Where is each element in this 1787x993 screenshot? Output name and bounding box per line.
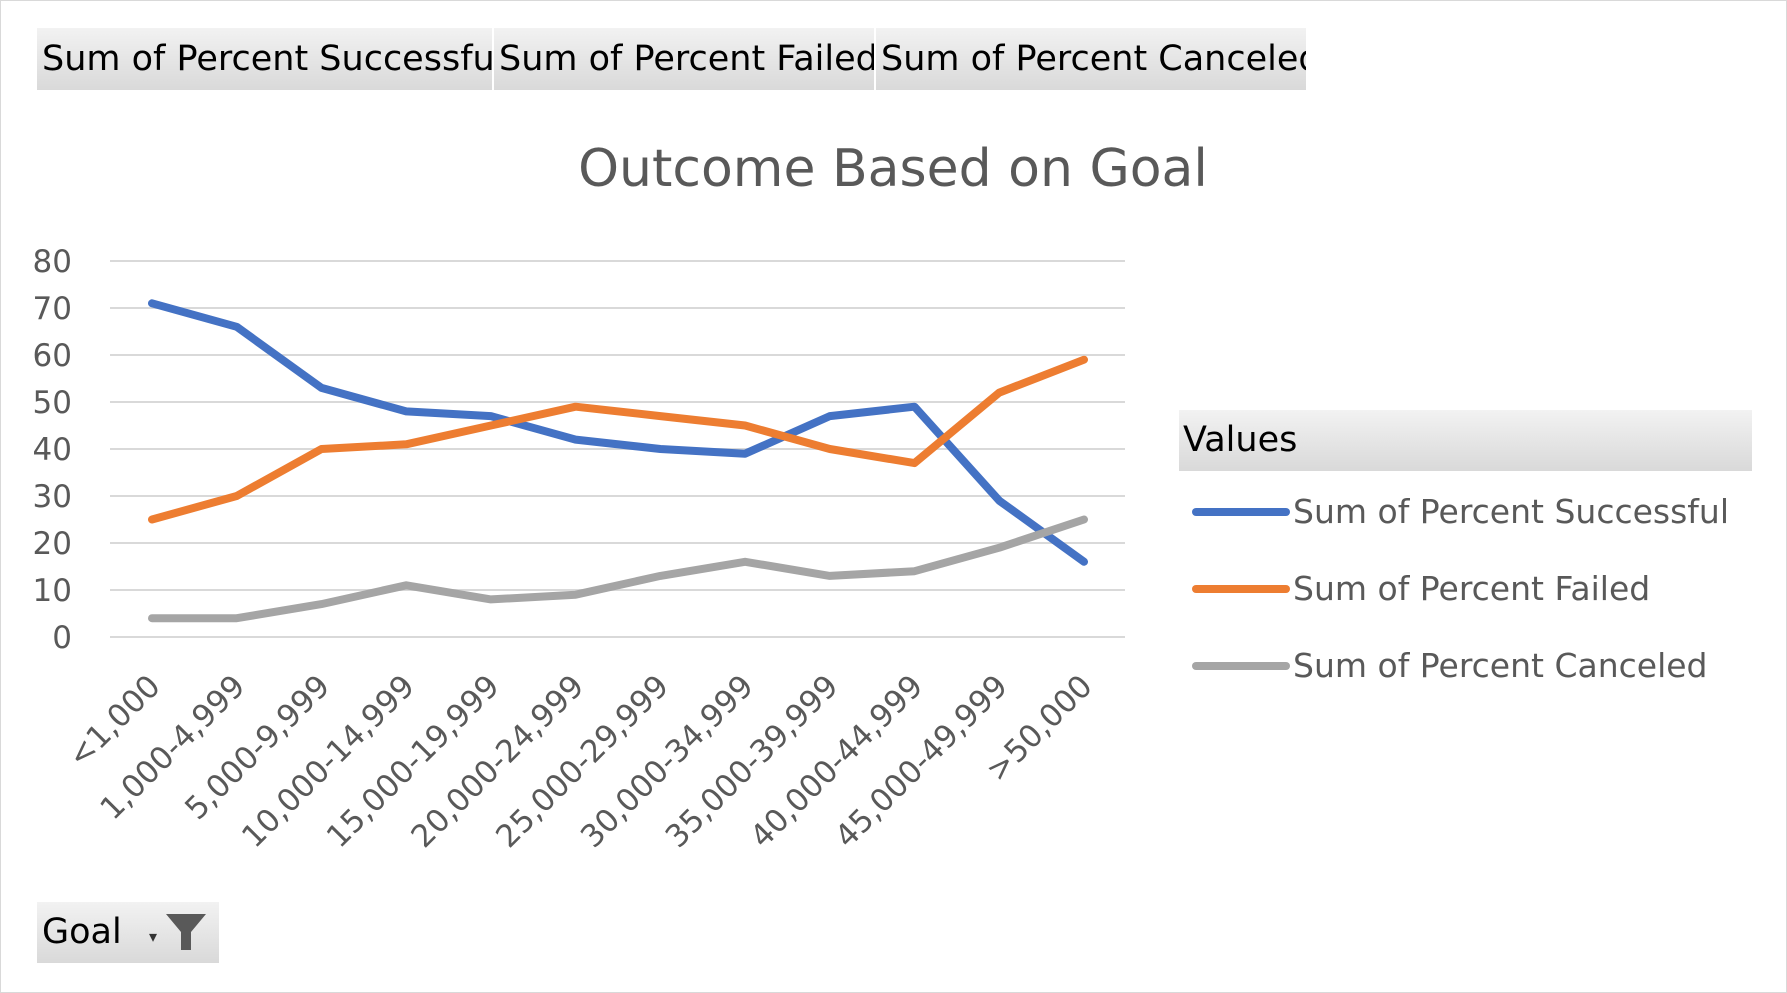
series-line-1[interactable]	[148, 355, 1088, 524]
legend-label-0: Sum of Percent Successful	[1293, 492, 1729, 531]
legend-label-1: Sum of Percent Failed	[1293, 569, 1650, 608]
field-button-percent-canceled[interactable]: Sum of Percent Canceled	[876, 28, 1308, 90]
y-tick-label-40: 40	[33, 432, 72, 468]
y-axis: 0 10 20 30 40 50 60 70 80	[33, 244, 72, 656]
y-tick-label-30: 30	[33, 479, 72, 515]
y-tick-label-10: 10	[33, 573, 72, 609]
series-line-0[interactable]	[148, 299, 1088, 566]
y-tick-label-0: 0	[52, 620, 72, 656]
y-tick-label-60: 60	[33, 338, 72, 374]
y-tick-label-70: 70	[33, 291, 72, 327]
legend-label-2: Sum of Percent Canceled	[1293, 646, 1708, 685]
filter-icon[interactable]	[162, 908, 210, 956]
gridlines	[110, 260, 1125, 638]
x-axis: <1,0001,000-4,9995,000-9,99910,000-14,99…	[61, 668, 1100, 855]
y-tick-label-20: 20	[33, 526, 72, 562]
chart-title: Outcome Based on Goal	[578, 139, 1208, 199]
series-line-2[interactable]	[148, 515, 1088, 623]
filter-button-label: Goal	[42, 912, 122, 952]
y-tick-label-80: 80	[33, 244, 72, 280]
field-button-percent-successful[interactable]: Sum of Percent Successful	[37, 28, 494, 90]
dropdown-arrow-icon[interactable]: ▾	[149, 927, 158, 946]
field-button-percent-failed[interactable]: Sum of Percent Failed	[494, 28, 876, 90]
legend: Sum of Percent Successful Sum of Percent …	[1192, 492, 1729, 685]
legend-header-values[interactable]: Values	[1179, 410, 1752, 471]
series-lines	[148, 299, 1088, 623]
y-tick-label-50: 50	[33, 385, 72, 421]
filter-button-goal[interactable]: Goal ▾	[37, 902, 219, 963]
